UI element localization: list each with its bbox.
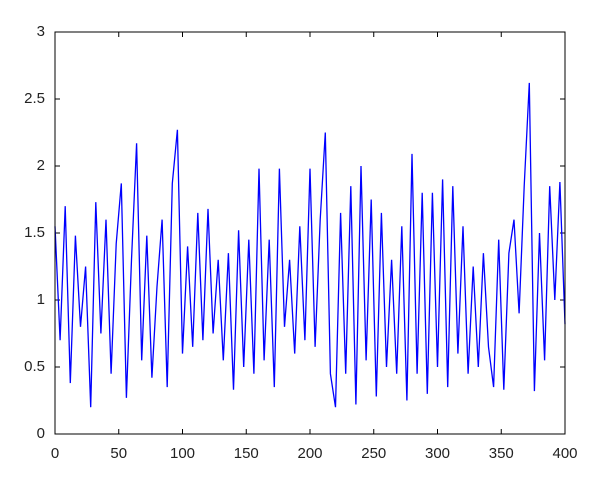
x-tick-label: 350 (489, 445, 514, 462)
y-tick-label: 0.5 (24, 358, 45, 375)
x-tick-label: 200 (297, 445, 322, 462)
y-tick-label: 0 (37, 425, 45, 442)
y-tick-label: 2 (37, 157, 45, 174)
x-tick-label: 150 (234, 445, 259, 462)
data-line (54, 82, 566, 408)
y-tick-label: 2.5 (24, 90, 45, 107)
y-tick-label: 1 (37, 291, 45, 308)
y-tick-label: 3 (37, 23, 45, 40)
x-tick-label: 300 (425, 445, 450, 462)
x-tick-label: 400 (552, 445, 577, 462)
x-tick-label: 250 (361, 445, 386, 462)
x-tick-label: 100 (170, 445, 195, 462)
x-tick-label: 50 (110, 445, 127, 462)
plot-frame (54, 31, 566, 435)
x-tick-label: 0 (51, 445, 59, 462)
y-tick-label: 1.5 (24, 224, 45, 241)
